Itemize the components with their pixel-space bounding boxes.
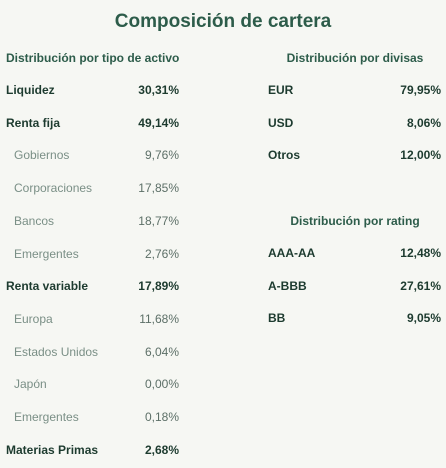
table-row: Otros 12,00% <box>268 145 441 165</box>
row-value: 18,77% <box>138 213 179 228</box>
row-value: 2,76% <box>144 246 179 261</box>
row-label: Japón <box>14 377 47 392</box>
row-value: 0,18% <box>144 410 179 424</box>
row-label: Liquidez <box>6 83 55 97</box>
table-row: AAA-AA 12,48% <box>268 243 441 263</box>
table-row: EUR 79,95% <box>268 80 441 100</box>
row-value: 27,61% <box>400 278 441 293</box>
row-value: 2,68% <box>144 442 179 457</box>
table-row: USD 8,06% <box>268 113 441 133</box>
row-value: 9,76% <box>144 148 179 163</box>
asset-type-section-title: Distribución por tipo de activo <box>6 51 180 65</box>
table-row: Gobiernos 9,76% <box>14 145 179 165</box>
row-value: 17,85% <box>138 181 179 196</box>
table-row: Japón 0,00% <box>14 374 179 394</box>
row-value: 17,89% <box>138 279 179 294</box>
page-title: Composición de cartera <box>114 11 332 32</box>
table-row: Bancos 18,77% <box>14 211 179 231</box>
row-label: Renta variable <box>6 279 89 294</box>
row-value: 9,05% <box>406 311 441 326</box>
row-value: 0,00% <box>144 377 179 392</box>
row-label: Renta fija <box>6 115 61 130</box>
row-value: 11,68% <box>139 311 179 326</box>
row-label: Materias Primas <box>6 442 99 457</box>
table-row: Emergentes 2,76% <box>14 244 179 264</box>
row-label: Corporaciones <box>14 181 93 196</box>
row-label: A-BBB <box>268 278 307 293</box>
table-row: Estados Unidos 6,04% <box>14 342 179 362</box>
currency-section-title: Distribución por divisas <box>286 51 424 65</box>
row-label: Europa <box>14 311 53 326</box>
row-label: Gobiernos <box>14 148 70 163</box>
table-row: Renta variable 17,89% <box>6 276 179 296</box>
row-value: 8,06% <box>406 115 441 130</box>
row-label: Estados Unidos <box>14 344 99 359</box>
row-label: BB <box>268 311 286 326</box>
table-row: Emergentes 0,18% <box>14 407 179 427</box>
row-value: 12,48% <box>400 246 441 260</box>
table-row: Materias Primas 2,68% <box>6 440 179 460</box>
table-row: Europa 11,68% <box>14 309 179 329</box>
rating-section-title: Distribución por rating <box>290 214 420 228</box>
row-value: 6,04% <box>144 344 179 359</box>
row-value: 30,31% <box>138 83 179 97</box>
row-label: Emergentes <box>14 410 79 424</box>
table-row: Liquidez 30,31% <box>6 80 179 100</box>
row-label: Bancos <box>14 213 55 228</box>
table-row: A-BBB 27,61% <box>268 276 441 296</box>
row-label: EUR <box>268 83 294 97</box>
row-value: 79,95% <box>400 83 441 97</box>
row-label: Emergentes <box>14 246 79 261</box>
table-row: BB 9,05% <box>268 308 441 328</box>
table-row: Corporaciones 17,85% <box>14 178 179 198</box>
row-label: USD <box>268 115 294 130</box>
table-row: Renta fija 49,14% <box>6 113 179 133</box>
row-label: AAA-AA <box>268 246 316 260</box>
row-value: 49,14% <box>138 115 179 130</box>
row-label: Otros <box>268 148 301 163</box>
row-value: 12,00% <box>400 148 441 163</box>
